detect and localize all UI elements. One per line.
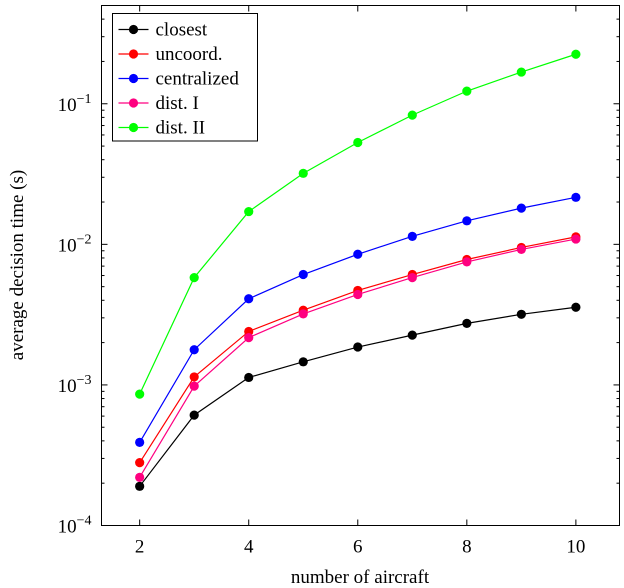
data-point-closest: [571, 302, 581, 312]
data-point-dist-ii: [516, 67, 526, 77]
data-point-dist-ii: [298, 168, 308, 178]
x-tick-label: 10: [566, 537, 585, 558]
data-point-dist-i: [462, 257, 472, 267]
y-tick-label: 10−1: [58, 92, 92, 116]
plot-frame: [101, 5, 620, 526]
data-point-centralized: [244, 294, 254, 304]
y-tick-label: 10−3: [58, 373, 92, 397]
data-point-closest: [189, 410, 199, 420]
data-point-centralized: [135, 437, 145, 448]
data-point-centralized: [407, 231, 417, 241]
data-point-dist-ii: [353, 137, 363, 148]
data-point-dist-i: [571, 234, 581, 244]
data-point-dist-i: [516, 244, 526, 255]
series-line-centralized: [139, 196, 576, 443]
legend-label-centralized: centralized: [156, 69, 240, 90]
data-point-centralized: [353, 249, 363, 259]
legend-marker-centralized: [128, 73, 139, 84]
data-point-dist-i: [407, 272, 417, 283]
series-line-dist-i: [139, 238, 576, 478]
data-point-closest: [244, 372, 254, 383]
data-point-closest: [298, 357, 308, 367]
legend-marker-uncoord: [128, 49, 139, 59]
legend-label-uncoord: uncoord.: [156, 44, 223, 65]
x-axis-label: number of aircraft: [291, 567, 430, 588]
data-point-uncoord: [189, 372, 199, 382]
x-tick-label: 8: [462, 537, 472, 558]
legend-label-dist-i: dist. I: [156, 93, 199, 114]
data-point-dist-ii: [462, 86, 472, 96]
plot-marks: [135, 49, 581, 491]
data-point-centralized: [298, 269, 308, 280]
data-point-dist-ii: [135, 389, 145, 399]
data-point-centralized: [189, 345, 199, 355]
legend-label-dist-ii: dist. II: [156, 118, 206, 139]
data-point-dist-ii: [189, 272, 199, 283]
y-axis-label: average decision time (s): [7, 170, 28, 360]
legend-marker-dist-i: [128, 98, 139, 108]
x-tick-label: 6: [353, 537, 363, 558]
legend: closest uncoord. centralized dist. I dist. I…: [112, 13, 258, 142]
x-tick-label: 4: [244, 537, 254, 558]
data-point-uncoord: [135, 458, 145, 468]
data-point-centralized: [571, 192, 581, 202]
y-tick-label: 10−2: [58, 232, 92, 256]
data-point-closest: [516, 309, 526, 319]
data-point-dist-ii: [244, 206, 254, 217]
series-line-closest: [139, 306, 576, 487]
y-tick-label: 10−4: [58, 514, 92, 538]
data-point-dist-i: [353, 289, 363, 300]
data-point-closest: [135, 481, 145, 491]
data-point-centralized: [516, 203, 526, 213]
legend-label-closest: closest: [156, 20, 208, 41]
data-point-closest: [353, 342, 363, 352]
data-point-dist-i: [189, 381, 199, 391]
legend-marker-dist-ii: [128, 122, 139, 133]
data-point-closest: [407, 330, 417, 340]
x-tick-label: 2: [135, 537, 145, 558]
data-point-dist-i: [244, 333, 254, 343]
x-axis: 2 4 6 8 10: [135, 5, 585, 558]
y-axis: 10−4 10−3 10−2 10−1: [58, 5, 620, 538]
data-point-dist-i: [298, 309, 308, 319]
data-point-dist-ii: [571, 49, 581, 59]
data-point-dist-i: [135, 472, 145, 482]
data-point-centralized: [462, 216, 472, 226]
legend-marker-closest: [128, 24, 139, 35]
data-point-dist-ii: [407, 110, 417, 120]
data-point-closest: [462, 318, 472, 328]
